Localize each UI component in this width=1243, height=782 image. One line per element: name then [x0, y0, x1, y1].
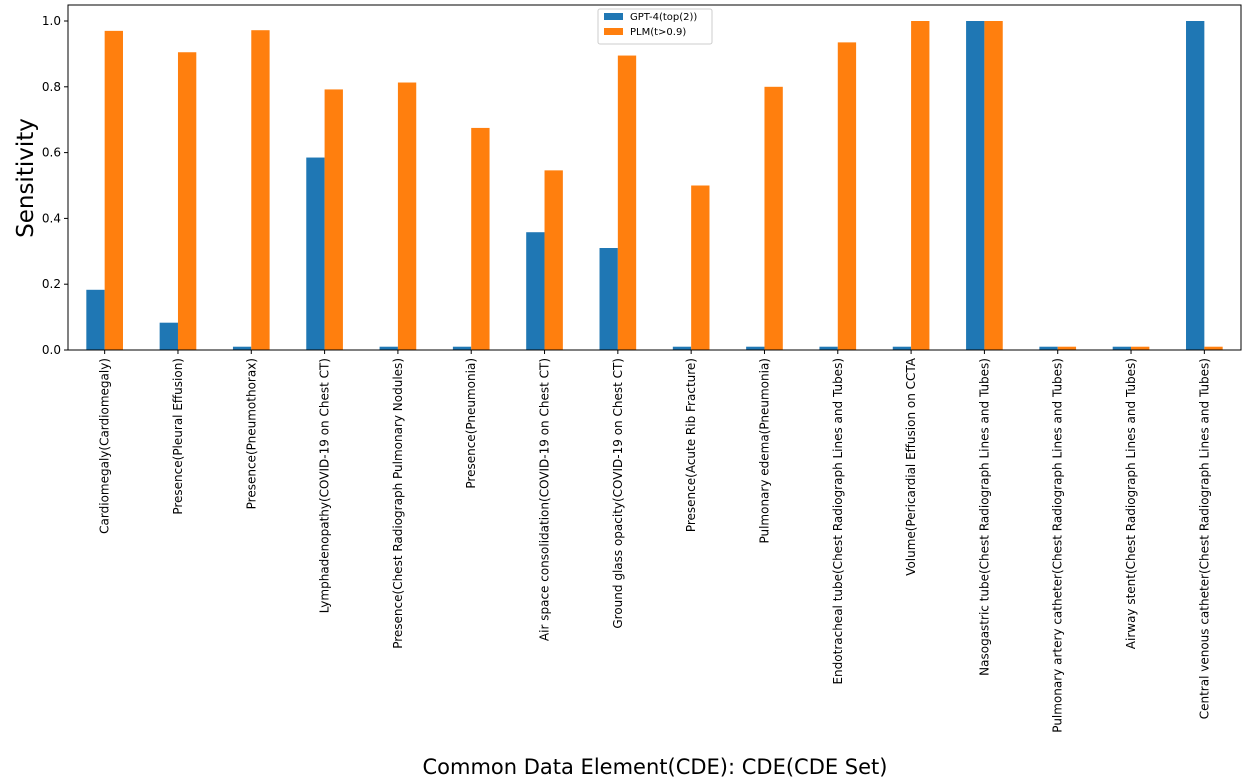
x-tick-label: Pulmonary artery catheter(Chest Radiogra…: [1051, 358, 1065, 733]
bar-series-2-12: [984, 21, 1003, 350]
bar-series-1-15: [1186, 21, 1205, 350]
x-tick-label: Nasogastric tube(Chest Radiograph Lines …: [977, 358, 991, 676]
legend-label: PLM(t>0.9): [630, 27, 686, 38]
bar-series-1-1: [159, 322, 178, 350]
y-tick-label: 0.0: [42, 343, 61, 357]
bar-series-2-10: [837, 42, 857, 350]
bar-series-1-9: [746, 346, 765, 350]
y-tick-label: 0.2: [42, 277, 61, 291]
bar-series-2-13: [1057, 346, 1077, 350]
bar-series-2-7: [617, 55, 637, 351]
bar-series-1-3: [306, 157, 325, 350]
bar-series-2-4: [397, 82, 417, 351]
x-tick-label: Central venous catheter(Chest Radiograph…: [1197, 358, 1211, 719]
bar-series-1-14: [1112, 346, 1132, 350]
bar-series-2-9: [764, 86, 783, 351]
x-tick-label: Presence(Pneumothorax): [244, 358, 258, 509]
x-tick-label: Cardiomegaly(Cardiomegaly): [98, 358, 112, 534]
bar-series-2-15: [1204, 346, 1223, 350]
x-tick-label: Presence(Chest Radiograph Pulmonary Nodu…: [391, 358, 405, 649]
bar-series-1-4: [379, 346, 398, 350]
x-tick-label: Presence(Acute Rib Fracture): [684, 358, 698, 532]
bar-series-1-5: [452, 346, 472, 350]
x-tick-label: Presence(Pneumonia): [464, 358, 478, 489]
y-axis-title: Sensitivity: [13, 118, 39, 238]
legend-box: [597, 8, 713, 45]
x-tick-label: Ground glass opacity(COVID-19 on Chest C…: [611, 358, 625, 629]
bar-series-1-2: [232, 346, 252, 350]
x-tick-label: Air space consolidation(COVID-19 on Ches…: [538, 358, 552, 641]
y-tick-label: 0.8: [42, 80, 61, 94]
axes-group: [67, 4, 1242, 351]
bar-series-1-6: [526, 232, 545, 350]
bar-series-2-5: [471, 127, 490, 350]
x-tick-label: Endotracheal tube(Chest Radiograph Lines…: [831, 358, 845, 685]
y-tick-label: 1.0: [42, 14, 61, 28]
bar-series-1-10: [819, 346, 838, 350]
bar-series-1-7: [599, 248, 618, 350]
bar-series-1-12: [966, 21, 985, 350]
legend-swatch: [604, 28, 623, 35]
y-ticks-group: 0.0 0.2 0.4 0.6 0.8 1.0: [42, 14, 68, 357]
bar-series-2-3: [324, 89, 343, 351]
x-tick-label: Presence(Pleural Effusion): [171, 358, 185, 515]
x-tick-label: Volume(Pericardial Effusion on CCTA: [904, 357, 918, 576]
bar-series-2-6: [544, 170, 563, 350]
legend-label: GPT-4(top(2)): [630, 12, 697, 23]
x-tick-label: Lymphadenopathy(COVID-19 on Chest CT): [318, 358, 332, 613]
x-axis-title: Common Data Element(CDE): CDE(CDE Set): [422, 755, 887, 779]
legend-swatch: [604, 13, 623, 20]
bar-series-1-8: [672, 346, 692, 350]
bar-series-1-11: [892, 346, 912, 350]
bar-series-2-11: [911, 21, 930, 350]
bar-series-1-13: [1039, 346, 1058, 350]
bar-series-2-8: [691, 185, 710, 350]
x-tick-label: Airway stent(Chest Radiograph Lines and …: [1124, 358, 1138, 649]
bar-series-2-0: [104, 30, 123, 351]
x-ticks-group: Cardiomegaly(Cardiomegaly) Presence(Pleur…: [98, 350, 1211, 733]
bar-series-2-14: [1131, 346, 1150, 350]
y-tick-label: 0.6: [42, 146, 61, 160]
y-tick-label: 0.4: [42, 211, 61, 225]
bars-group: [86, 21, 1223, 351]
legend: GPT-4(top(2)) PLM(t>0.9): [597, 8, 713, 45]
plot-frame: [67, 4, 1242, 351]
bar-series-2-1: [177, 52, 197, 350]
bar-series-1-0: [86, 289, 105, 350]
bar-series-2-2: [251, 30, 270, 351]
x-tick-label: Pulmonary edema(Pneumonia): [757, 358, 771, 544]
